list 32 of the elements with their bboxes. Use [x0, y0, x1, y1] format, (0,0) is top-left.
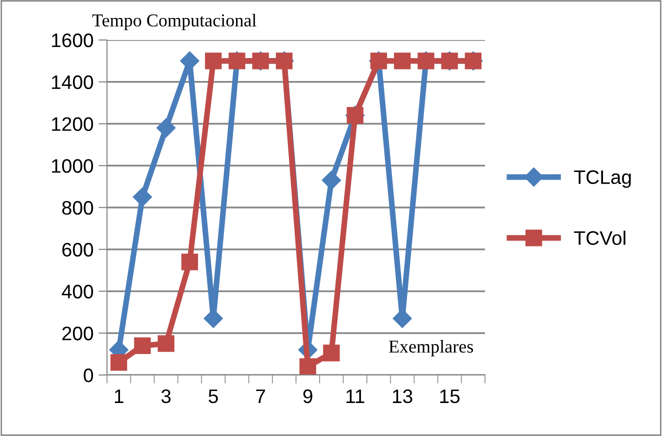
y-tick-label: 200: [62, 326, 94, 340]
point: [132, 188, 152, 207]
legend-label: TCVol: [574, 230, 626, 245]
x-tick-label: 1: [114, 390, 124, 403]
point: [322, 170, 341, 190]
point: [158, 335, 174, 352]
point: [110, 354, 128, 371]
x-tick-label: 3: [161, 389, 171, 404]
y-axis-title: Tempo Computacional: [92, 14, 256, 30]
x-tick-label: 13: [392, 389, 412, 404]
point: [204, 52, 222, 70]
point: [323, 344, 340, 362]
legend-label: TCLag: [574, 170, 631, 188]
y-tick-label: 0: [84, 368, 94, 382]
point: [156, 118, 176, 138]
x-axis-title: Exemplares: [388, 340, 474, 356]
point: [394, 52, 411, 70]
x-tick-label: 11: [346, 390, 364, 403]
x-tick-label: 15: [440, 390, 460, 404]
y-tick-label: 800: [62, 200, 94, 215]
point: [299, 358, 316, 375]
y-tick-label: 600: [62, 242, 94, 257]
x-tick-label: 7: [256, 390, 265, 403]
x-tick-label: 5: [208, 390, 218, 404]
y-tick-label: 1400: [52, 75, 94, 90]
point: [134, 337, 151, 354]
y-tick-label: 1200: [52, 117, 94, 131]
y-tick-label: 400: [62, 284, 94, 298]
point: [181, 254, 198, 270]
y-tick-label: 1000: [52, 159, 94, 173]
y-tick-label: 1600: [52, 33, 94, 48]
x-tick-label: 9: [303, 389, 312, 404]
